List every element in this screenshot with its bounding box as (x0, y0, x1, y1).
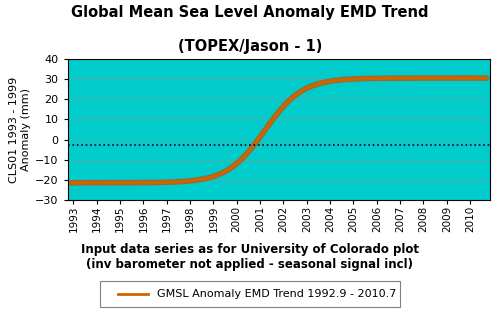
Text: Global Mean Sea Level Anomaly EMD Trend: Global Mean Sea Level Anomaly EMD Trend (72, 5, 429, 20)
Text: Input data series as for University of Colorado plot
(inv barometer not applied : Input data series as for University of C… (81, 243, 419, 271)
Text: GMSL Anomaly EMD Trend 1992.9 - 2010.7: GMSL Anomaly EMD Trend 1992.9 - 2010.7 (157, 289, 396, 299)
Y-axis label: CLS01 1993 - 1999
Anomaly (mm): CLS01 1993 - 1999 Anomaly (mm) (9, 76, 31, 183)
FancyBboxPatch shape (100, 281, 400, 307)
Text: (TOPEX/Jason - 1): (TOPEX/Jason - 1) (178, 39, 322, 54)
